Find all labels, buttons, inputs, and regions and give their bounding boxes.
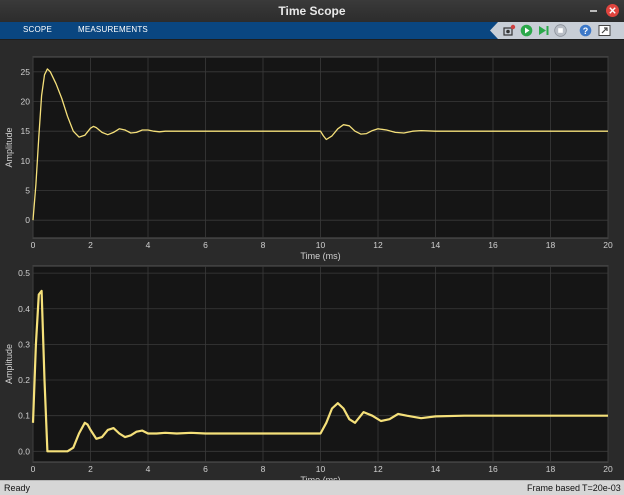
- y-axis-label: Amplitude: [4, 127, 14, 167]
- close-icon[interactable]: [605, 3, 620, 18]
- y-tick-label: 5: [25, 186, 30, 196]
- scope-axes-1: 0 2 4 6 8 10 12 14 16 18 20 0 5 10 15 20 25 Time (ms) Ampl…: [4, 56, 613, 261]
- y-tick-label: 25: [21, 67, 31, 77]
- x-tick-label: 12: [373, 464, 383, 474]
- tab-measurements[interactable]: MEASUREMENTS: [78, 25, 148, 34]
- x-tick-label: 0: [31, 464, 36, 474]
- stop-icon[interactable]: [554, 24, 567, 37]
- window-title: Time Scope: [278, 4, 346, 18]
- help-icon[interactable]: ?: [579, 24, 592, 37]
- status-text: Ready: [4, 483, 31, 493]
- x-tick-label: 16: [488, 240, 498, 250]
- status-bar: Ready Frame based T=20e-03: [0, 480, 624, 495]
- y-tick-label: 0.5: [18, 268, 30, 278]
- x-tick-label: 14: [431, 464, 441, 474]
- signal-trace-1: [31, 289, 608, 453]
- y-tick-label: 0.4: [18, 304, 30, 314]
- y-tick-label: 0.1: [18, 411, 30, 421]
- x-tick-label: 12: [373, 240, 383, 250]
- x-tick-label: 6: [203, 240, 208, 250]
- svg-text:?: ?: [583, 26, 589, 36]
- x-tick-label: 14: [431, 240, 441, 250]
- frame-mode-label: Frame based: [527, 483, 581, 493]
- undock-icon[interactable]: [598, 24, 611, 37]
- x-tick-label: 4: [146, 240, 151, 250]
- x-tick-label: 6: [203, 464, 208, 474]
- x-tick-label: 20: [603, 240, 613, 250]
- x-tick-label: 20: [603, 464, 613, 474]
- x-tick-label: 10: [316, 464, 326, 474]
- y-tick-label: 20: [21, 97, 31, 107]
- x-tick-label: 18: [546, 240, 556, 250]
- signal-trace-1: [32, 68, 608, 221]
- quick-access-toolbar: ?: [490, 22, 624, 39]
- x-tick-label: 16: [488, 464, 498, 474]
- x-axis-label: Time (ms): [300, 251, 340, 261]
- step-forward-icon[interactable]: [537, 24, 550, 37]
- x-tick-label: 2: [88, 240, 93, 250]
- toolstrip: SCOPE MEASUREMENTS: [0, 22, 624, 39]
- x-tick-label: 4: [146, 464, 151, 474]
- scope-axes-2: 0 2 4 6 8 10 12 14 16 18 200.00.10.20.30.40.5Time …: [4, 265, 613, 485]
- scope-display: 0 2 4 6 8 10 12 14 16 18 20 0 5 10 15 20 25 Time (ms) Ampl…: [0, 40, 624, 485]
- x-tick-label: 8: [261, 240, 266, 250]
- snapshot-icon[interactable]: [503, 24, 516, 37]
- sim-time-label: T=20e-03: [582, 483, 621, 493]
- y-tick-label: 0.2: [18, 375, 30, 385]
- x-tick-label: 8: [261, 464, 266, 474]
- x-tick-label: 0: [31, 240, 36, 250]
- y-tick-label: 10: [21, 156, 31, 166]
- y-tick-label: 0.3: [18, 339, 30, 349]
- x-tick-label: 10: [316, 240, 326, 250]
- minimize-icon[interactable]: [586, 3, 601, 18]
- y-axis-label: Amplitude: [4, 344, 14, 384]
- x-tick-label: 18: [546, 464, 556, 474]
- title-bar[interactable]: Time Scope: [0, 0, 624, 22]
- y-tick-label: 15: [21, 126, 31, 136]
- x-tick-label: 2: [88, 464, 93, 474]
- run-icon[interactable]: [520, 24, 533, 37]
- y-tick-label: 0.0: [18, 446, 30, 456]
- tab-scope[interactable]: SCOPE: [23, 25, 53, 34]
- y-tick-label: 0: [25, 215, 30, 225]
